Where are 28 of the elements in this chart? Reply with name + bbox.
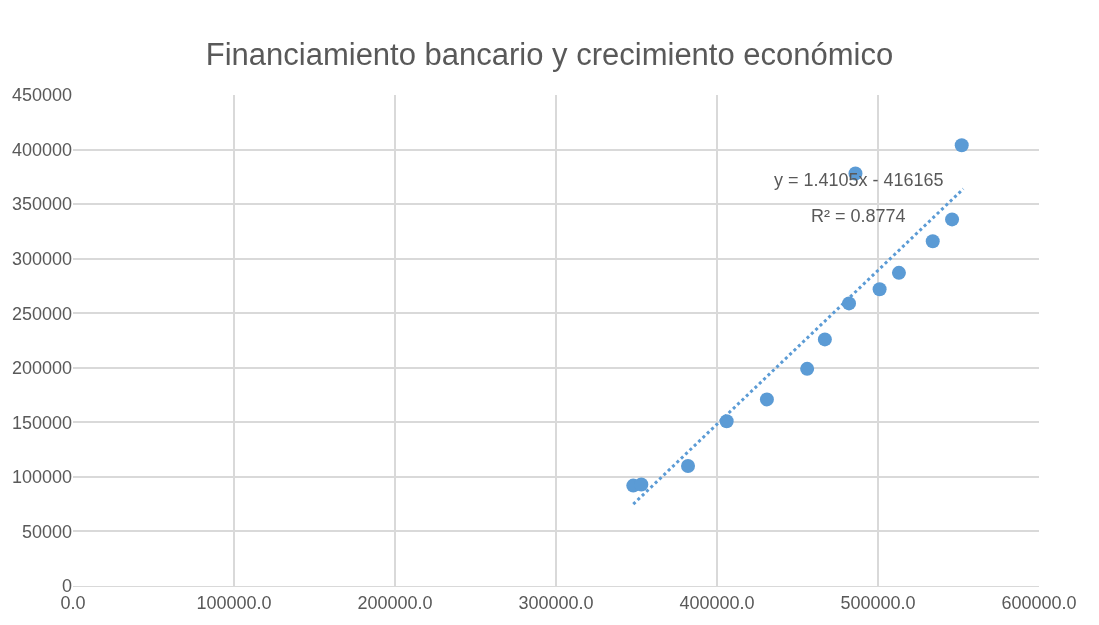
point [634, 477, 649, 492]
x-tick-label: 200000.0 [357, 592, 433, 613]
y-tick-label: 350000 [11, 194, 72, 215]
y-tick-label: 300000 [11, 248, 72, 269]
x-tick-label: 600000.0 [1001, 592, 1077, 613]
y-tick-label: 450000 [11, 85, 72, 106]
x-tick-label: 400000.0 [679, 592, 755, 613]
point [925, 234, 940, 249]
annotation: R² = 0.8774 [811, 206, 906, 226]
x-tick-label: 300000.0 [518, 592, 594, 613]
point [817, 332, 832, 347]
point [759, 392, 774, 407]
point [954, 138, 969, 153]
point [872, 282, 887, 297]
y-tick-label: 400000 [11, 139, 72, 160]
y-tick-label: 150000 [11, 412, 72, 433]
annotation: y = 1.4105x - 416165 [774, 170, 944, 190]
point [891, 265, 906, 280]
point [681, 458, 696, 473]
y-tick-label: 200000 [11, 358, 72, 379]
point [800, 361, 815, 376]
y-tick-label: 50000 [21, 521, 72, 542]
x-tick-label: 500000.0 [840, 592, 916, 613]
chart-title: Financiamiento bancario y crecimiento económico [205, 37, 894, 73]
point [945, 212, 960, 227]
x-tick-label: 100000.0 [196, 592, 272, 613]
y-tick-label: 100000 [11, 467, 72, 488]
y-tick-label: 250000 [11, 303, 72, 324]
